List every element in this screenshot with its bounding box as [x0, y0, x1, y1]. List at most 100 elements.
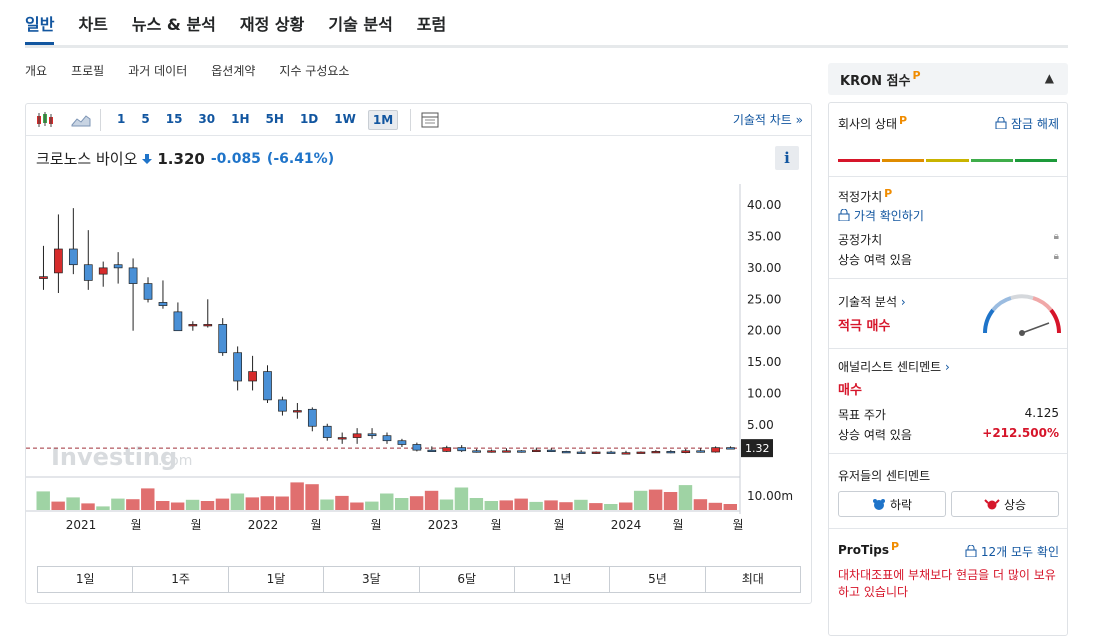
divider [829, 176, 1067, 177]
volume-bar [559, 502, 573, 510]
subtab-1[interactable]: 프로필 [71, 64, 105, 78]
interval-button[interactable]: 5 [141, 111, 150, 126]
interval-button[interactable]: 1H [231, 111, 250, 126]
range-button[interactable]: 5년 [610, 567, 706, 592]
tab-1[interactable]: 차트 [78, 15, 108, 34]
volume-bar [633, 490, 648, 510]
range-button[interactable]: 최대 [741, 572, 764, 586]
tab-2[interactable]: 뉴스 & 분석 [131, 15, 216, 34]
volume-bar [290, 482, 304, 510]
unlock-label: 잠금 해제 [1011, 117, 1059, 131]
divider [829, 278, 1067, 279]
bull-button[interactable]: 상승 [951, 491, 1059, 517]
x-tick-label: 2022 [248, 518, 279, 532]
interval-button[interactable]: 1D [299, 111, 319, 126]
candle-body [263, 371, 272, 401]
stock-price: 1.320 [157, 149, 205, 168]
range-button[interactable]: 1년 [515, 567, 611, 592]
subtab-0[interactable]: 개요 [25, 64, 48, 78]
tab-0[interactable]: 일반 [25, 0, 55, 45]
volume-bar [260, 496, 274, 510]
tab-3[interactable]: 재정 상황 [239, 15, 305, 34]
subtab-3[interactable]: 옵션계약 [211, 64, 256, 78]
candle-body [218, 324, 228, 354]
candle-body [337, 437, 347, 440]
health-segment [970, 159, 1013, 162]
candle-body [233, 352, 242, 382]
volume-bar [394, 498, 409, 510]
protips-label: ProTips [838, 543, 889, 557]
tab-4[interactable]: 기술 분석 [328, 15, 393, 34]
candle-body [696, 450, 706, 453]
range-button[interactable]: 1일 [38, 567, 134, 592]
protips-link[interactable]: 12개 모두 확인 [965, 543, 1059, 560]
candle-body [397, 440, 407, 445]
range-button[interactable]: 6달 [420, 567, 515, 592]
tech-row[interactable]: 기술적 분석 › [838, 293, 1059, 310]
divider [829, 528, 1067, 529]
candle-body [293, 410, 302, 413]
chevron-right-icon: › [945, 360, 950, 374]
range-button[interactable]: 1달 [229, 567, 325, 592]
volume-bar [51, 501, 65, 510]
interval-button[interactable]: 1W [334, 111, 356, 126]
bear-button[interactable]: 하락 [838, 491, 946, 517]
candle-body [39, 276, 48, 279]
volume-bar [380, 493, 394, 510]
candle-body [636, 451, 646, 454]
range-button[interactable]: 3달 [324, 567, 420, 592]
volume-bar [230, 493, 245, 510]
x-tick-label: 월 [490, 518, 501, 532]
x-tick-label: 월 [553, 518, 564, 532]
volume-bar [185, 499, 200, 510]
technical-chart-link[interactable]: 기술적 차트 » [732, 113, 803, 127]
toolbar-divider [100, 108, 101, 131]
subtab-4[interactable]: 지수 구성요소 [279, 64, 350, 78]
area-chart-icon[interactable] [70, 109, 92, 131]
upside-text: 상승 여력 있음 [838, 253, 912, 267]
tech-label: 기술적 분석 [838, 295, 898, 309]
price-tick-label: 15.00 [747, 355, 781, 369]
fair-value-label: 적정가치 [838, 190, 883, 204]
candlestick-icon[interactable] [34, 109, 56, 131]
table-icon[interactable] [419, 109, 441, 131]
price-chart[interactable]: 40.00 35.00 30.00 25.00 20.00 15.00 10.00 5.00 I… [26, 184, 811, 544]
chevron-up-icon[interactable]: ▲ [1044, 71, 1054, 85]
price-change: -0.085 [210, 150, 261, 167]
candle-body [367, 433, 377, 437]
score-header[interactable]: KRON 점수 P ▲ [828, 63, 1068, 95]
lock-icon: 🔒︎ [1053, 251, 1059, 262]
volume-bar [215, 498, 230, 510]
subtab-2[interactable]: 과거 데이터 [128, 64, 188, 78]
volume-bar [200, 501, 215, 510]
volume-bar [439, 499, 454, 510]
last-price-badge [741, 439, 773, 458]
interval-button[interactable]: 5H [265, 111, 284, 126]
range-button[interactable]: 1주 [133, 567, 229, 592]
score-panel: KRON 점수 P ▲ 회사의 상태 P 잠금 해제 적정가치 P 가격 확인하기 … [828, 63, 1068, 636]
health-bar [838, 159, 1059, 162]
volume-bar [574, 499, 588, 510]
divider [829, 348, 1067, 349]
info-button[interactable]: i [775, 146, 799, 170]
quote-line: 크로노스 바이오 1.320 -0.085 (-6.41%) [36, 148, 334, 169]
interval-button[interactable]: 1M [367, 109, 399, 130]
health-segment [926, 159, 969, 162]
pro-badge-icon: P [899, 114, 908, 127]
candle-body [54, 248, 63, 274]
health-label: 회사의 상태 [838, 117, 898, 131]
candle-body [128, 267, 138, 284]
interval-button[interactable]: 1 [117, 111, 126, 126]
unlock-link[interactable]: 잠금 해제 [995, 115, 1059, 132]
lock-icon [995, 116, 1007, 130]
analyst-row[interactable]: 애널리스트 센티멘트 › [838, 358, 1059, 375]
candle-body [278, 399, 287, 412]
upside2-label: 상승 여력 있음 [838, 428, 912, 442]
tab-5[interactable]: 포럼 [416, 15, 447, 34]
volume-bar [320, 499, 334, 510]
check-price-link[interactable]: 가격 확인하기 [838, 207, 1059, 224]
candle-body [561, 451, 571, 454]
interval-button[interactable]: 15 [165, 111, 183, 126]
candle-body [188, 324, 198, 327]
interval-button[interactable]: 30 [198, 111, 216, 126]
